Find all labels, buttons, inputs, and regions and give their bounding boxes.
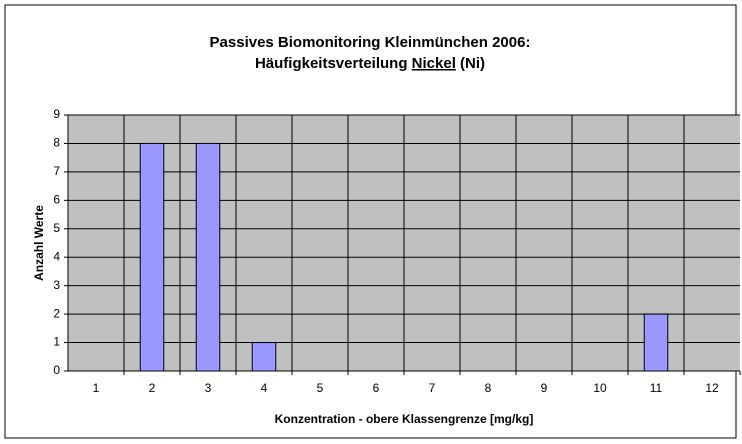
x-tick-label: 1	[93, 381, 100, 395]
bar	[139, 142, 165, 372]
x-tick-label: 2	[149, 381, 156, 395]
y-tick-label: 4	[53, 249, 60, 263]
x-tick-label: 4	[261, 381, 268, 395]
y-tick-label: 7	[53, 164, 60, 178]
x-tick-label: 11	[650, 381, 663, 395]
y-tick-label: 6	[53, 193, 60, 207]
x-axis-title: Konzentration - obere Klassengrenze [mg/…	[275, 412, 534, 426]
y-axis-title: Anzahl Werte	[32, 205, 46, 281]
x-tick-label: 6	[373, 381, 380, 395]
x-tick-label: 12	[705, 381, 719, 395]
y-tick-label: 2	[53, 306, 60, 320]
y-tick-label: 1	[53, 335, 60, 349]
x-tick-label: 5	[317, 381, 324, 395]
x-tick-label: 8	[485, 381, 492, 395]
y-tick-label: 3	[53, 278, 60, 292]
x-tick-label: 10	[593, 381, 607, 395]
x-tick-label: 9	[541, 381, 548, 395]
bar	[195, 142, 221, 372]
bar	[643, 313, 669, 372]
y-tick-label: 5	[53, 221, 60, 235]
y-tick-label: 9	[53, 107, 60, 121]
chart-title-line-1: Passives Biomonitoring Kleinmünchen 2006…	[210, 34, 531, 51]
title-part: (Ni)	[460, 55, 485, 72]
x-tick-label: 3	[205, 381, 212, 395]
title-part: Häufigkeitsverteilung	[255, 55, 408, 72]
chart-title-line-2: Häufigkeitsverteilung Nickel (Ni)	[255, 55, 485, 72]
y-tick-label: 0	[53, 363, 60, 377]
title-part: Nickel	[412, 55, 456, 72]
y-tick-label: 8	[53, 136, 60, 150]
bar	[251, 342, 277, 372]
x-tick-label: 7	[429, 381, 436, 395]
